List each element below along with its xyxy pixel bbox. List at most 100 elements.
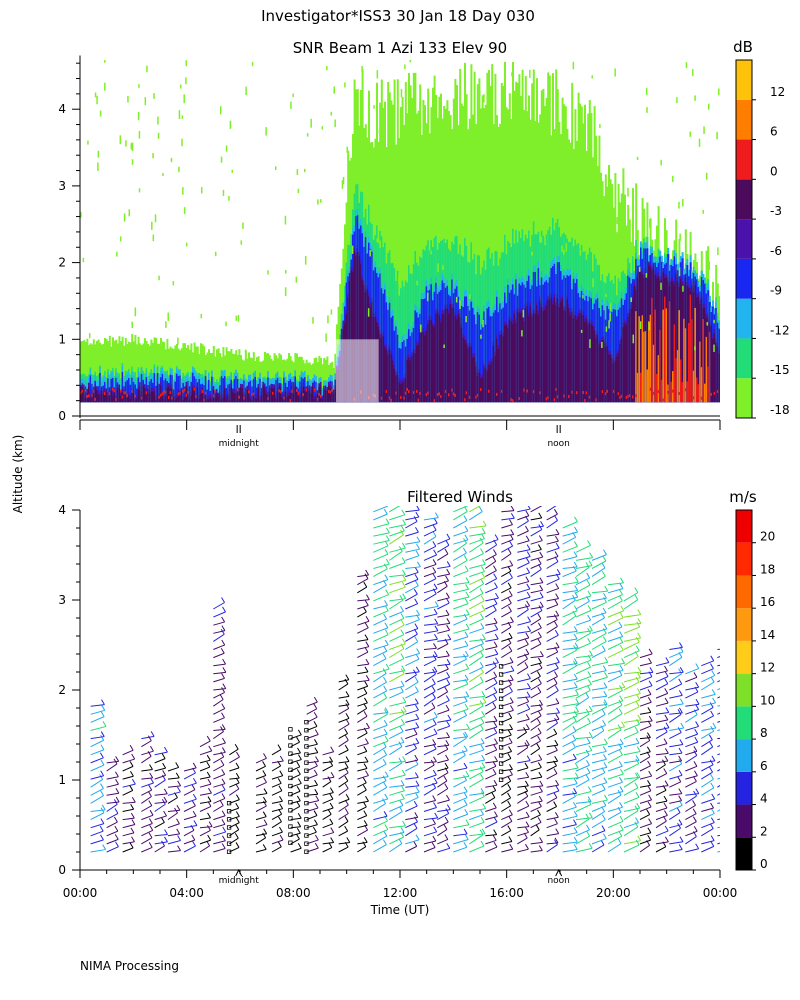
snr-cell <box>476 312 479 403</box>
snr-speck <box>682 199 684 207</box>
wind-barb <box>623 840 641 845</box>
wind-barb <box>141 769 153 772</box>
snr-cell <box>593 106 596 403</box>
wind-barb <box>485 720 498 723</box>
snr-cell <box>579 313 582 403</box>
wind-barb <box>469 796 485 804</box>
wind-barb <box>213 671 226 675</box>
snr-cell <box>667 390 670 394</box>
snr-cell <box>676 350 679 403</box>
snr-cell <box>100 390 103 403</box>
wind-barb-feather <box>465 577 470 583</box>
wind-barb <box>90 823 105 829</box>
wind-barb-feather <box>362 606 367 613</box>
wind-barb <box>501 510 515 513</box>
wind-barb <box>591 805 607 812</box>
snr-cell <box>670 381 673 403</box>
wind-barb-feather <box>364 666 369 673</box>
wind-barb-feather <box>648 794 653 801</box>
wind-barb-feather <box>554 535 559 542</box>
snr-speck <box>522 309 525 318</box>
wind-barb-feather <box>346 837 351 843</box>
snr-cell <box>616 356 618 403</box>
snr-cell <box>198 379 201 403</box>
wind-barb-feather <box>297 754 302 760</box>
wind-barb-feather <box>480 548 484 554</box>
snr-speck <box>399 274 401 280</box>
snr-speck <box>636 156 639 161</box>
snr-cell <box>299 381 302 403</box>
snr-cell <box>704 383 706 403</box>
wind-barb <box>530 517 542 521</box>
wind-barb <box>469 715 485 723</box>
wind-barb-feather <box>222 683 227 689</box>
snr-speck <box>561 245 563 253</box>
wind-barb <box>357 692 368 699</box>
wind-barb <box>530 683 542 691</box>
wind-barb <box>405 520 418 529</box>
snr-cell <box>635 394 638 398</box>
snr-cell <box>329 387 332 403</box>
wind-barb <box>453 655 469 659</box>
wind-barb <box>485 682 498 691</box>
wind-barb-feather <box>221 843 226 849</box>
wind-barb <box>106 830 119 837</box>
wind-barb <box>357 651 369 659</box>
wind-barb <box>575 630 593 634</box>
wind-barb <box>546 556 559 561</box>
snr-cell <box>174 399 177 403</box>
snr-cell <box>652 268 655 403</box>
snr-cell <box>225 347 228 403</box>
snr-speck <box>630 297 633 303</box>
wind-barb-feather <box>363 810 368 816</box>
wind-barb-feather <box>400 737 405 743</box>
snr-cell <box>408 390 410 394</box>
snr-cell <box>462 105 465 403</box>
wind-barb <box>546 634 559 642</box>
snr-y-tick-label: 2 <box>58 256 66 270</box>
wind-barb-feather <box>480 738 485 744</box>
snr-cell <box>432 325 434 403</box>
snr-cell <box>380 337 383 403</box>
snr-cell <box>86 394 89 398</box>
wind-barb <box>453 581 470 586</box>
snr-cell <box>195 394 198 403</box>
wind-barb-feather <box>221 784 226 791</box>
snr-cell <box>187 390 190 394</box>
snr-cell <box>163 399 166 403</box>
wind-barb-feather <box>446 678 451 685</box>
snr-cell <box>198 398 201 403</box>
wind-barb <box>423 806 437 812</box>
wind-barb-feather <box>465 663 470 670</box>
wind-barb <box>485 699 497 707</box>
snr-cell <box>163 390 166 394</box>
wind-barb <box>106 763 118 772</box>
snr-cell <box>249 380 252 403</box>
snr-speck <box>660 159 662 166</box>
wind-barb <box>501 564 513 569</box>
wind-barb <box>591 567 606 578</box>
wind-barb <box>167 797 178 804</box>
wind-barb <box>546 797 558 804</box>
snr-cell <box>172 348 175 403</box>
snr-cell <box>174 395 177 403</box>
snr-cell <box>94 387 97 403</box>
wind-barb-feather <box>507 792 511 799</box>
snr-cell <box>168 386 170 403</box>
wind-barb <box>389 617 405 626</box>
wind-barb <box>546 578 560 586</box>
snr-speck <box>172 281 175 286</box>
snr-cell <box>403 340 406 403</box>
wind-barb <box>154 774 166 780</box>
snr-cell <box>641 315 644 403</box>
wind-barb-feather <box>619 631 624 637</box>
wind-barb-feather <box>414 812 419 818</box>
wind-barb-feather <box>602 720 607 726</box>
wind-barb-feather <box>344 744 349 751</box>
wind-barb <box>183 825 198 829</box>
snr-cell <box>716 389 719 393</box>
snr-cell <box>425 331 428 403</box>
wind-barb <box>485 539 499 545</box>
wind-barb <box>213 840 226 845</box>
wind-barb <box>423 613 438 618</box>
